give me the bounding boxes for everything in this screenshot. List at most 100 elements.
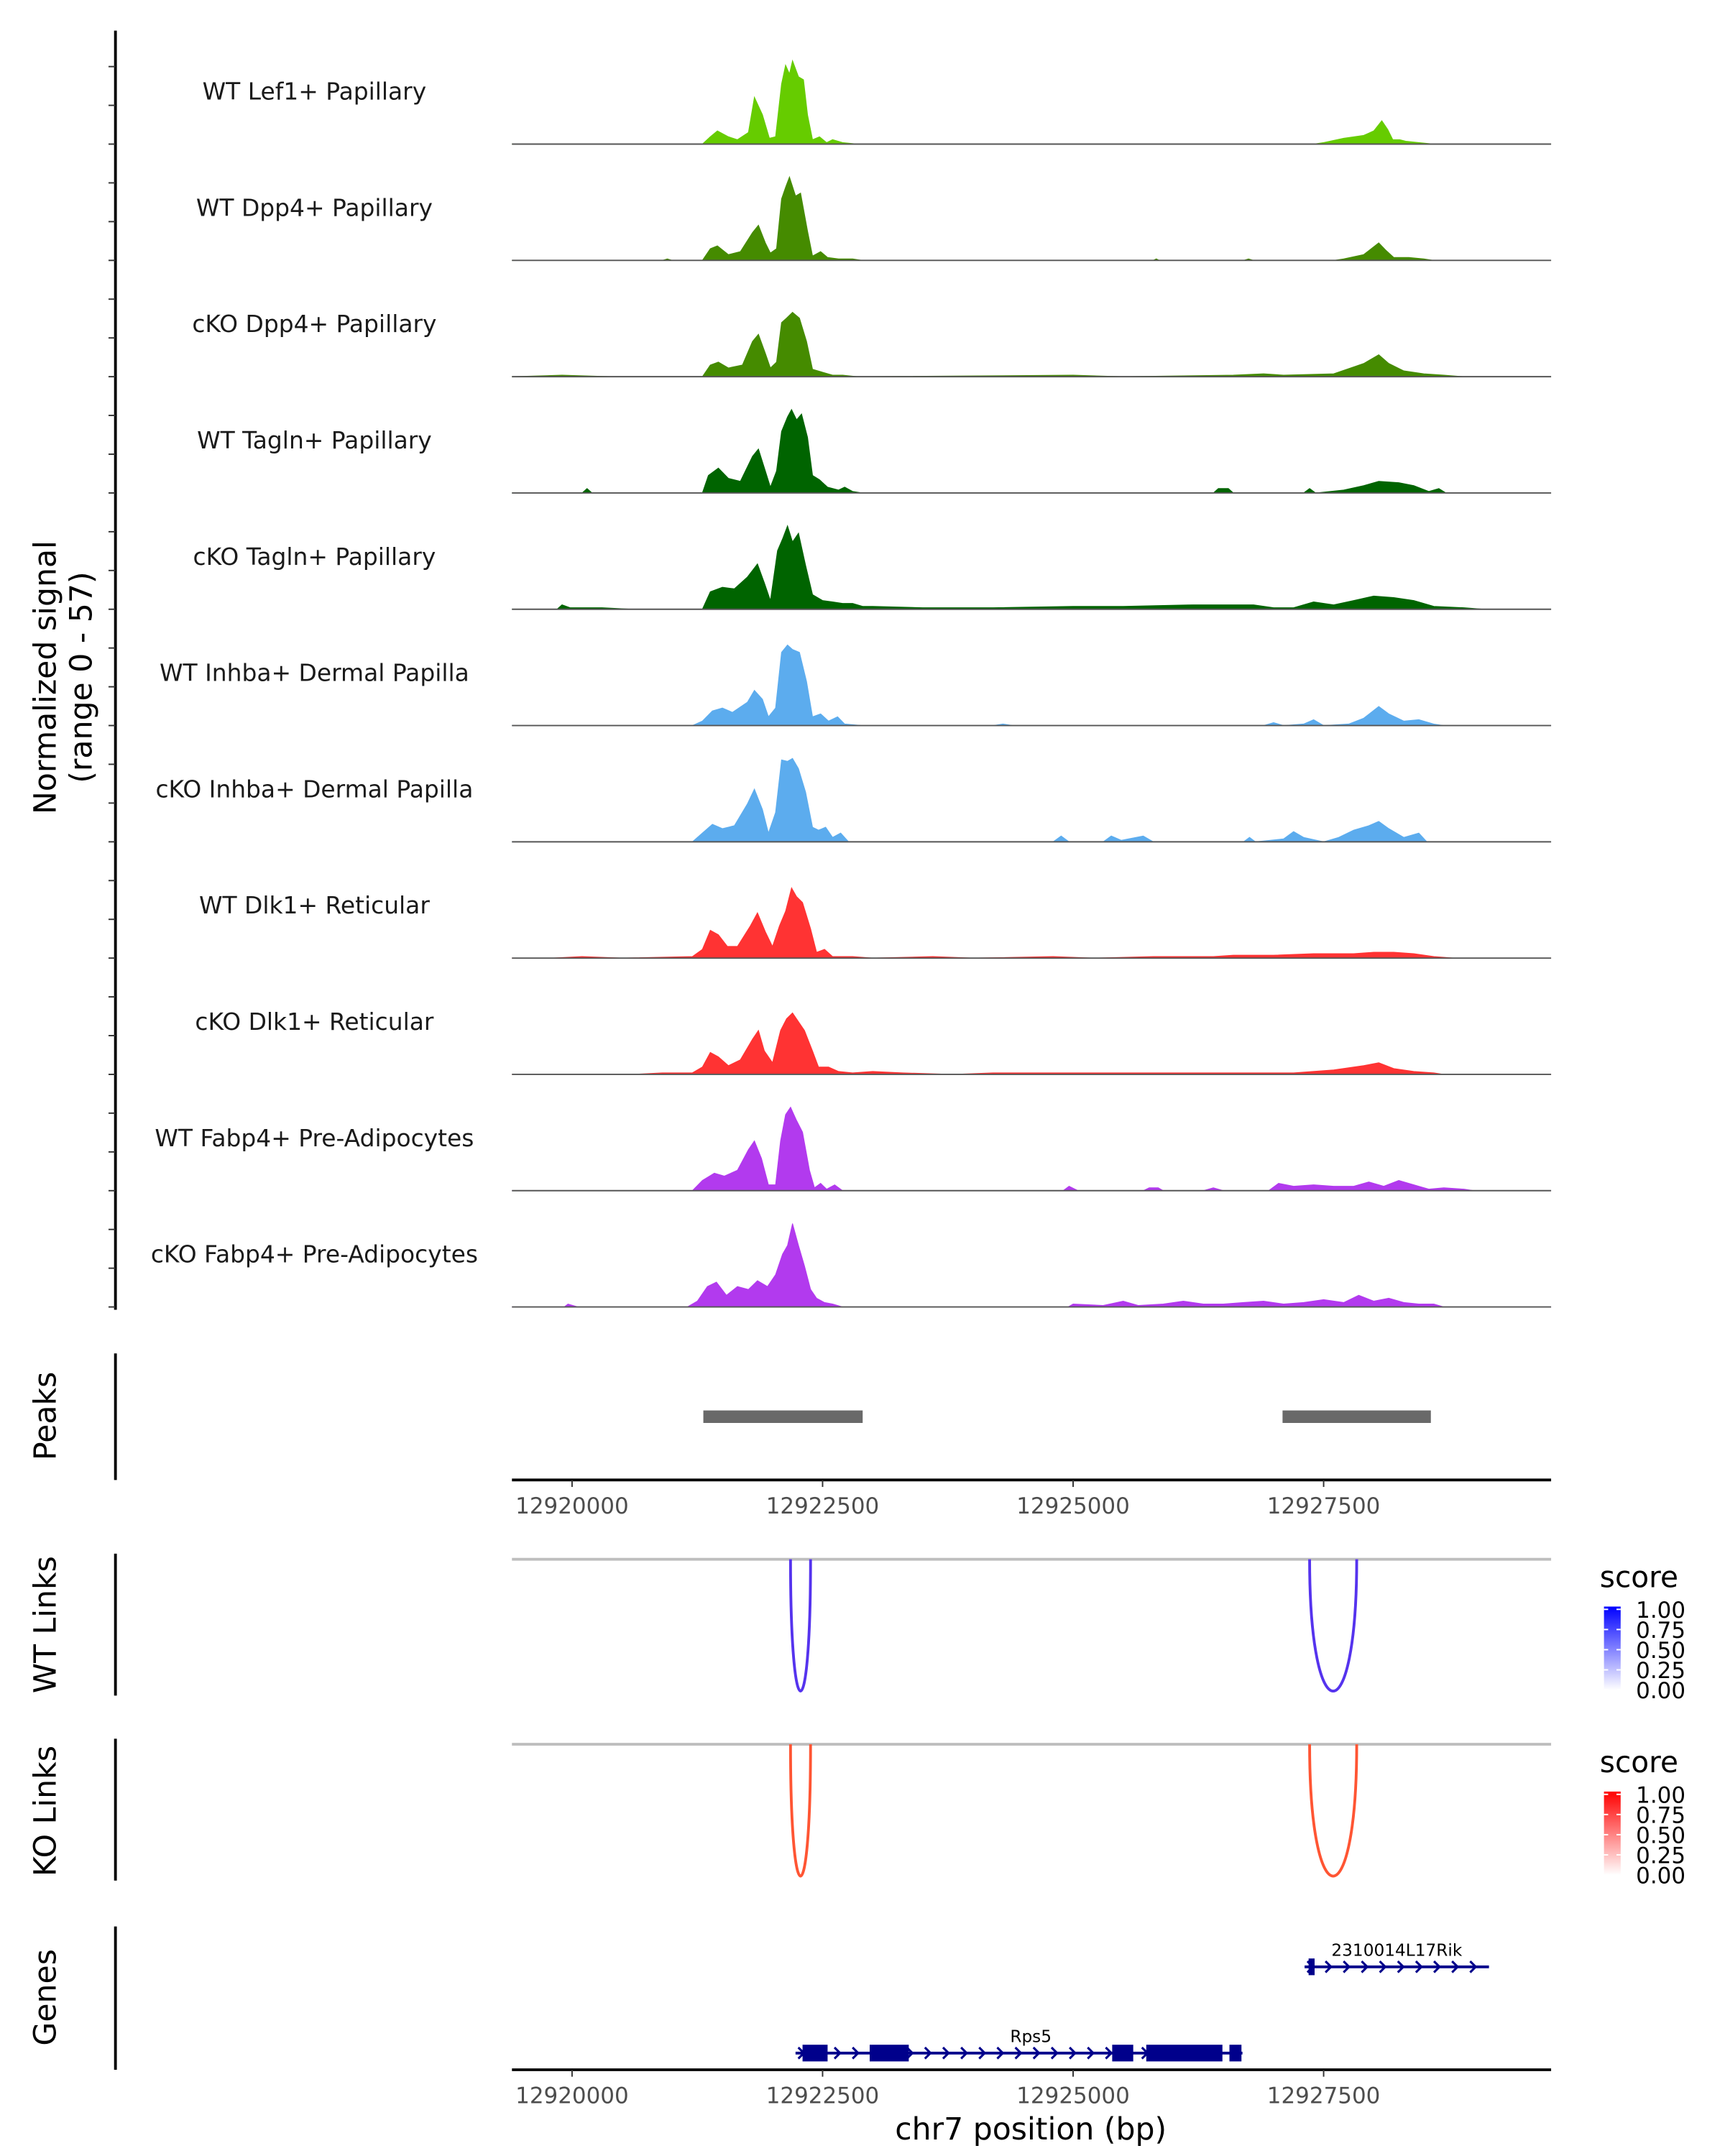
strand-arrow-icon — [996, 2046, 1005, 2060]
track-label: cKO Tagln+ Papillary — [193, 543, 436, 571]
strand-arrow-icon — [1432, 1960, 1442, 1973]
coverage-track: WT Inhba+ Dermal Papilla — [160, 644, 1552, 727]
gene-exon — [869, 2045, 909, 2062]
link-arc — [788, 1744, 812, 1878]
link-arc — [1308, 1559, 1358, 1692]
coverage-track: WT Dpp4+ Papillary — [196, 175, 1552, 262]
coverage-area — [512, 175, 1552, 261]
peaks-track — [114, 1353, 1431, 1480]
legend-tick-label: 0.50 — [1636, 1638, 1685, 1664]
coverage-track: WT Dlk1+ Reticular — [199, 887, 1552, 959]
x-axis-upper: 12920000 12922500 12925000 12927500 — [512, 1478, 1552, 1519]
strand-arrow-icon — [942, 2046, 950, 2060]
coverage-area — [512, 59, 1552, 144]
gene-model: Rps5 — [795, 2027, 1243, 2062]
legend-tick-label: 0.00 — [1636, 1678, 1685, 1704]
wt-links-track: score 1.000.750.500.250.00 — [114, 1553, 1685, 1704]
track-label: WT Dlk1+ Reticular — [199, 891, 430, 919]
gene-exon — [1229, 2045, 1242, 2062]
gene-name-label: Rps5 — [1010, 2027, 1052, 2046]
coverage-tracks: WT Lef1+ Papillary WT Dpp4+ Papillary cKO … — [151, 59, 1552, 1308]
strand-arrow-icon — [978, 2046, 987, 2060]
track-label: cKO Dpp4+ Papillary — [192, 310, 436, 338]
coverage-track: cKO Dpp4+ Papillary — [192, 310, 1552, 378]
strand-arrow-icon — [1343, 1960, 1351, 1973]
coverage-area — [512, 887, 1552, 959]
track-label: WT Dpp4+ Papillary — [196, 193, 433, 221]
coverage-area — [512, 525, 1552, 610]
gene-name-label: 2310014L17Rik — [1331, 1940, 1462, 1960]
track-label: cKO Dlk1+ Reticular — [195, 1008, 434, 1036]
legend-tick-label: 0.25 — [1636, 1658, 1685, 1684]
legend-tick-label: 0.75 — [1636, 1802, 1685, 1828]
legend-title: score — [1600, 1560, 1678, 1594]
coverage-area — [512, 757, 1552, 842]
strand-arrow-icon — [1325, 1960, 1333, 1973]
x-tick-label: 12920000 — [515, 2083, 629, 2109]
coverage-y-axis-title-line1: Normalized signal — [27, 540, 63, 814]
strand-arrow-icon — [852, 2046, 860, 2060]
x-tick-label: 12927500 — [1267, 1493, 1381, 1519]
track-label: WT Lef1+ Papillary — [203, 78, 427, 106]
coverage-area — [512, 311, 1552, 377]
legend-colorbar — [1604, 1791, 1621, 1876]
coverage-track: WT Lef1+ Papillary — [203, 59, 1552, 145]
legend-tick-label: 0.00 — [1636, 1864, 1685, 1889]
track-label: WT Inhba+ Dermal Papilla — [160, 659, 469, 687]
strand-arrow-icon — [1469, 1960, 1478, 1973]
x-axis-title: chr7 position (bp) — [895, 2111, 1167, 2147]
legend-tick-label: 1.00 — [1636, 1598, 1685, 1623]
genes-track: 2310014L17Rik Rps5 — [114, 1926, 1489, 2070]
track-label: cKO Inhba+ Dermal Papilla — [155, 775, 473, 803]
coverage-y-axis — [108, 30, 117, 1310]
strand-arrow-icon — [924, 2046, 932, 2060]
strand-arrow-icon — [1451, 1960, 1460, 1973]
coverage-track: WT Tagln+ Papillary — [197, 408, 1552, 494]
track-label: cKO Fabp4+ Pre-Adipocytes — [151, 1240, 478, 1268]
strand-arrow-icon — [1379, 1960, 1387, 1973]
gene-model: 2310014L17Rik — [1305, 1940, 1489, 1976]
coverage-track: cKO Inhba+ Dermal Papilla — [155, 757, 1552, 843]
link-arc — [788, 1559, 812, 1692]
strand-arrow-icon — [1087, 2046, 1095, 2060]
peaks-track-title: Peaks — [27, 1372, 63, 1460]
x-axis-lower: 12920000 12922500 12925000 12927500 — [512, 2068, 1552, 2109]
x-tick-label: 12922500 — [766, 2083, 880, 2109]
strand-arrow-icon — [833, 2046, 842, 2060]
x-tick-label: 12927500 — [1267, 2083, 1381, 2109]
peak-region — [1282, 1410, 1431, 1423]
peak-region — [703, 1410, 863, 1423]
track-label: WT Fabp4+ Pre-Adipocytes — [155, 1124, 474, 1152]
ko-links-track: score 1.000.750.500.250.00 — [114, 1738, 1685, 1889]
strand-arrow-icon — [960, 2046, 969, 2060]
coverage-track: cKO Tagln+ Papillary — [193, 525, 1552, 610]
x-tick-label: 12925000 — [1016, 1493, 1130, 1519]
strand-arrow-icon — [1397, 1960, 1405, 1973]
link-arc — [1308, 1744, 1358, 1878]
gene-exon — [802, 2045, 828, 2062]
strand-arrow-icon — [1069, 2046, 1077, 2060]
genes-track-title: Genes — [27, 1949, 63, 2046]
coverage-area — [512, 1223, 1552, 1308]
strand-arrow-icon — [1414, 1960, 1423, 1973]
strand-arrow-icon — [1050, 2046, 1059, 2060]
legend-tick-label: 0.75 — [1636, 1618, 1685, 1644]
legend-title: score — [1600, 1745, 1678, 1779]
gene-exon — [1308, 1958, 1315, 1976]
strand-arrow-icon — [1014, 2046, 1023, 2060]
coverage-y-axis-title-line2: (range 0 - 57) — [64, 571, 100, 783]
x-tick-label: 12925000 — [1016, 2083, 1130, 2109]
track-label: WT Tagln+ Papillary — [197, 426, 432, 454]
coverage-area — [512, 408, 1552, 494]
legend-colorbar — [1604, 1606, 1621, 1690]
links-tracks: score1.000.750.500.250.00score1.000.750.… — [114, 1553, 1685, 1889]
coverage-track: cKO Dlk1+ Reticular — [195, 1008, 1552, 1075]
ko-links-track-title: KO Links — [27, 1746, 63, 1876]
coverage-area — [512, 1106, 1552, 1192]
gene-exon — [1112, 2045, 1133, 2062]
coverage-area — [512, 1012, 1552, 1075]
strand-arrow-icon — [1032, 2046, 1041, 2060]
x-tick-label: 12920000 — [515, 1493, 629, 1519]
legend-tick-label: 1.00 — [1636, 1782, 1685, 1808]
